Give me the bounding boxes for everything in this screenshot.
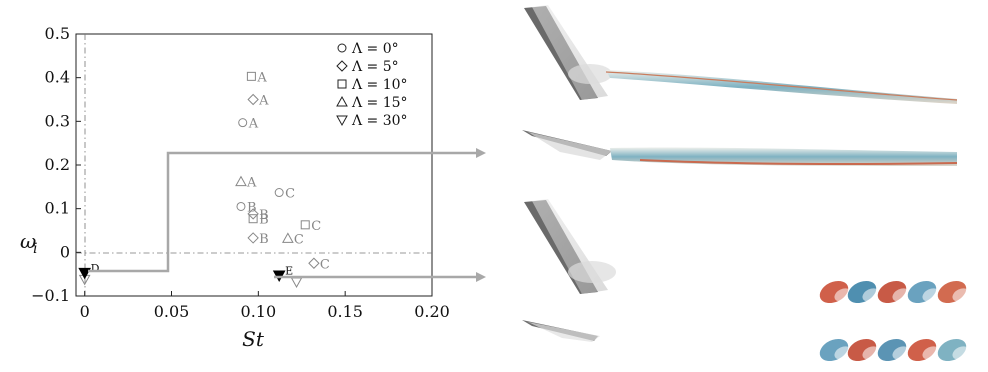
vortex-street-bottom [819, 338, 970, 362]
legend-label: Λ = 15° [351, 95, 408, 111]
y-axis-label: ω [20, 229, 36, 253]
point-label: B [259, 213, 269, 228]
data-point [290, 277, 303, 289]
data-point [238, 118, 248, 128]
wake-upper-b-red [639, 159, 958, 165]
point-label: A [258, 94, 269, 109]
y-tick-label: 0.5 [45, 24, 70, 43]
point-label: A [248, 117, 259, 132]
point-label: C [285, 187, 295, 202]
highlighted-point [78, 267, 92, 280]
vortex-ring-highlight [922, 288, 940, 302]
wing-lower-b-skin [528, 322, 600, 342]
legend-marker [336, 115, 348, 127]
highlighted-point-label: E [285, 264, 293, 277]
data-point [282, 232, 294, 243]
point-label: B [259, 208, 269, 223]
legend-label: Λ = 30° [351, 113, 408, 129]
x-tick-label: 0.10 [241, 302, 277, 321]
data-point [308, 257, 320, 269]
arrow-upper-path [88, 151, 478, 273]
point-label: B [259, 232, 269, 247]
legend-marker [337, 79, 347, 89]
vortex-ring-highlight [834, 346, 852, 360]
vortex-ring-highlight [952, 346, 970, 360]
legend-label: Λ = 0° [351, 41, 399, 57]
y-ticks: −0.1 0 0.1 0.2 0.3 0.4 0.5 [31, 24, 81, 305]
y-tick-label: −0.1 [31, 286, 70, 305]
point-label: B [247, 200, 257, 215]
point-label: C [320, 257, 330, 272]
vortex-ring-highlight [862, 288, 880, 302]
legend-marker [336, 95, 348, 107]
vortex-ring-highlight [834, 288, 852, 302]
vortex-ring-highlight [892, 288, 910, 302]
x-tick-label: 0.20 [414, 302, 450, 321]
x-ticks: 0 0.05 0.10 0.15 0.20 [80, 291, 450, 321]
x-tick-label: 0 [80, 302, 90, 321]
data-point [300, 220, 310, 230]
data-point [246, 71, 256, 81]
point-label: C [294, 232, 304, 247]
data-point [274, 188, 284, 198]
data-point [247, 232, 259, 244]
x-tick-label: 0.15 [327, 302, 363, 321]
arrow-lower-head [476, 272, 486, 282]
y-tick-label: 0.1 [45, 199, 70, 218]
vortex-ring-highlight [952, 288, 970, 302]
highlighted-point-label: D [91, 262, 100, 275]
wing-upper-a-bubble [568, 64, 612, 84]
y-axis-label-subscript: i [33, 241, 37, 257]
plot: 0 0.05 0.10 0.15 0.20 −0.1 0 0.1 0.2 0.3 0.4 0.5 S… [20, 24, 450, 351]
wing-lower-a-bubble [568, 261, 616, 283]
flow-render-lower [522, 199, 970, 362]
x-tick-label: 0.05 [154, 302, 190, 321]
point-label: A [246, 176, 257, 191]
legend-label: Λ = 10° [351, 77, 408, 93]
data-point [248, 214, 258, 224]
y-tick-label: 0.2 [45, 155, 70, 174]
wake-upper-a-core [605, 71, 958, 101]
legend-marker [337, 43, 347, 53]
legend: Λ = 0° Λ = 5° Λ = 10° Λ = 15° Λ = 30° [336, 41, 408, 129]
vortex-street-top [819, 280, 970, 304]
connector-arrows [88, 148, 486, 282]
x-axis-label: St [242, 327, 265, 351]
data-point [235, 175, 247, 187]
point-label: C [311, 219, 321, 234]
point-label: A [256, 70, 267, 85]
y-tick-label: 0 [60, 242, 70, 261]
vortex-ring-highlight [922, 346, 940, 360]
data-point [247, 93, 259, 106]
wing-upper-b-skin [528, 132, 612, 160]
data-point [247, 208, 259, 220]
data-point [236, 201, 246, 211]
wing-upper-a-body [532, 5, 608, 100]
arrow-upper-head [476, 148, 486, 158]
y-tick-label: 0.4 [45, 68, 70, 87]
legend-marker [336, 60, 348, 72]
y-tick-label: 0.3 [45, 111, 70, 130]
vortex-ring-highlight [862, 346, 880, 360]
vortex-ring-highlight [892, 346, 910, 360]
legend-label: Λ = 5° [351, 59, 399, 75]
flow-render-upper [522, 5, 958, 166]
